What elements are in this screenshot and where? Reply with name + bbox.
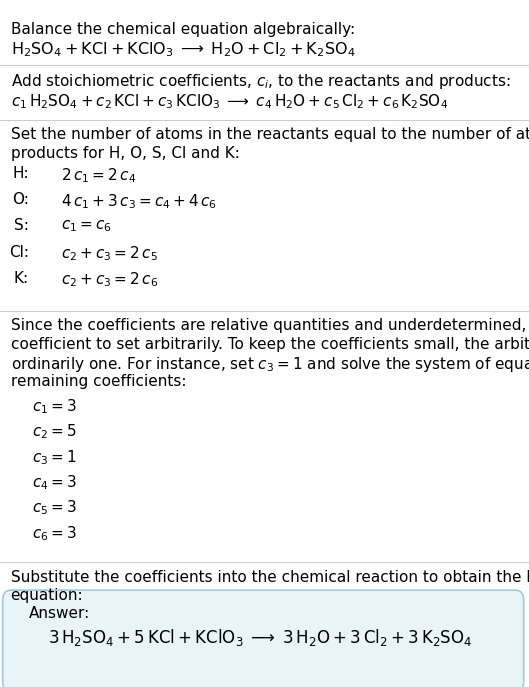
Text: $c_1\,\mathrm{H_2SO_4} + c_2\,\mathrm{KCl} + c_3\,\mathrm{KClO_3} \;\longrightar: $c_1\,\mathrm{H_2SO_4} + c_2\,\mathrm{KC… — [11, 92, 448, 111]
Text: products for H, O, S, Cl and K:: products for H, O, S, Cl and K: — [11, 146, 240, 161]
Text: K:: K: — [14, 271, 29, 286]
Text: S:: S: — [14, 218, 29, 234]
Text: $c_5 = 3$: $c_5 = 3$ — [32, 499, 77, 517]
Text: $c_2 + c_3 = 2\,c_5$: $c_2 + c_3 = 2\,c_5$ — [61, 245, 158, 263]
Text: Answer:: Answer: — [29, 606, 90, 621]
Text: Add stoichiometric coefficients, $c_i$, to the reactants and products:: Add stoichiometric coefficients, $c_i$, … — [11, 72, 510, 91]
Text: ordinarily one. For instance, set $c_3 = 1$ and solve the system of equations fo: ordinarily one. For instance, set $c_3 =… — [11, 355, 529, 374]
Text: Balance the chemical equation algebraically:: Balance the chemical equation algebraica… — [11, 22, 355, 37]
Text: O:: O: — [12, 192, 29, 207]
Text: $c_1 = 3$: $c_1 = 3$ — [32, 397, 77, 416]
Text: equation:: equation: — [11, 588, 83, 603]
Text: $c_2 = 5$: $c_2 = 5$ — [32, 423, 76, 441]
Text: $2\,c_1 = 2\,c_4$: $2\,c_1 = 2\,c_4$ — [61, 166, 136, 185]
Text: $\mathrm{H_2SO_4 + KCl + KClO_3 \;\longrightarrow\; H_2O + Cl_2 + K_2SO_4}$: $\mathrm{H_2SO_4 + KCl + KClO_3 \;\longr… — [11, 40, 355, 58]
Text: Substitute the coefficients into the chemical reaction to obtain the balanced: Substitute the coefficients into the che… — [11, 570, 529, 585]
Text: $c_1 = c_6$: $c_1 = c_6$ — [61, 218, 112, 234]
Text: Set the number of atoms in the reactants equal to the number of atoms in the: Set the number of atoms in the reactants… — [11, 127, 529, 142]
FancyBboxPatch shape — [3, 590, 524, 687]
Text: $4\,c_1 + 3\,c_3 = c_4 + 4\,c_6$: $4\,c_1 + 3\,c_3 = c_4 + 4\,c_6$ — [61, 192, 217, 211]
Text: coefficient to set arbitrarily. To keep the coefficients small, the arbitrary va: coefficient to set arbitrarily. To keep … — [11, 337, 529, 352]
Text: $c_6 = 3$: $c_6 = 3$ — [32, 524, 77, 543]
Text: remaining coefficients:: remaining coefficients: — [11, 374, 186, 389]
Text: $3\,\mathrm{H_2SO_4} + 5\,\mathrm{KCl} + \mathrm{KClO_3} \;\longrightarrow\; 3\,: $3\,\mathrm{H_2SO_4} + 5\,\mathrm{KCl} +… — [48, 627, 472, 648]
Text: $c_3 = 1$: $c_3 = 1$ — [32, 448, 76, 466]
Text: $c_4 = 3$: $c_4 = 3$ — [32, 473, 77, 492]
Text: Cl:: Cl: — [9, 245, 29, 260]
Text: $c_2 + c_3 = 2\,c_6$: $c_2 + c_3 = 2\,c_6$ — [61, 271, 158, 289]
Text: Since the coefficients are relative quantities and underdetermined, choose a: Since the coefficients are relative quan… — [11, 318, 529, 333]
Text: H:: H: — [13, 166, 29, 181]
